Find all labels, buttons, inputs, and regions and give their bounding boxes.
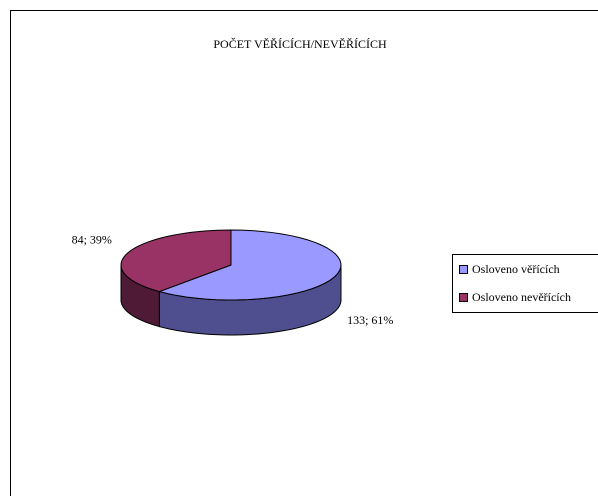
pie-slice [157, 229, 342, 301]
pie-slice [120, 229, 232, 293]
data-label: 84; 39% [72, 232, 112, 246]
chart-title: POČET VĚŘÍCÍCH/NEVĚŘÍCÍCH [213, 37, 387, 51]
legend-swatch [459, 293, 468, 302]
data-label: 133; 61% [347, 313, 393, 327]
legend-label: Osloveno věřících [472, 262, 560, 276]
legend-swatch [459, 265, 468, 274]
legend-label: Osloveno nevěřících [472, 290, 571, 304]
legend-box [452, 254, 598, 313]
